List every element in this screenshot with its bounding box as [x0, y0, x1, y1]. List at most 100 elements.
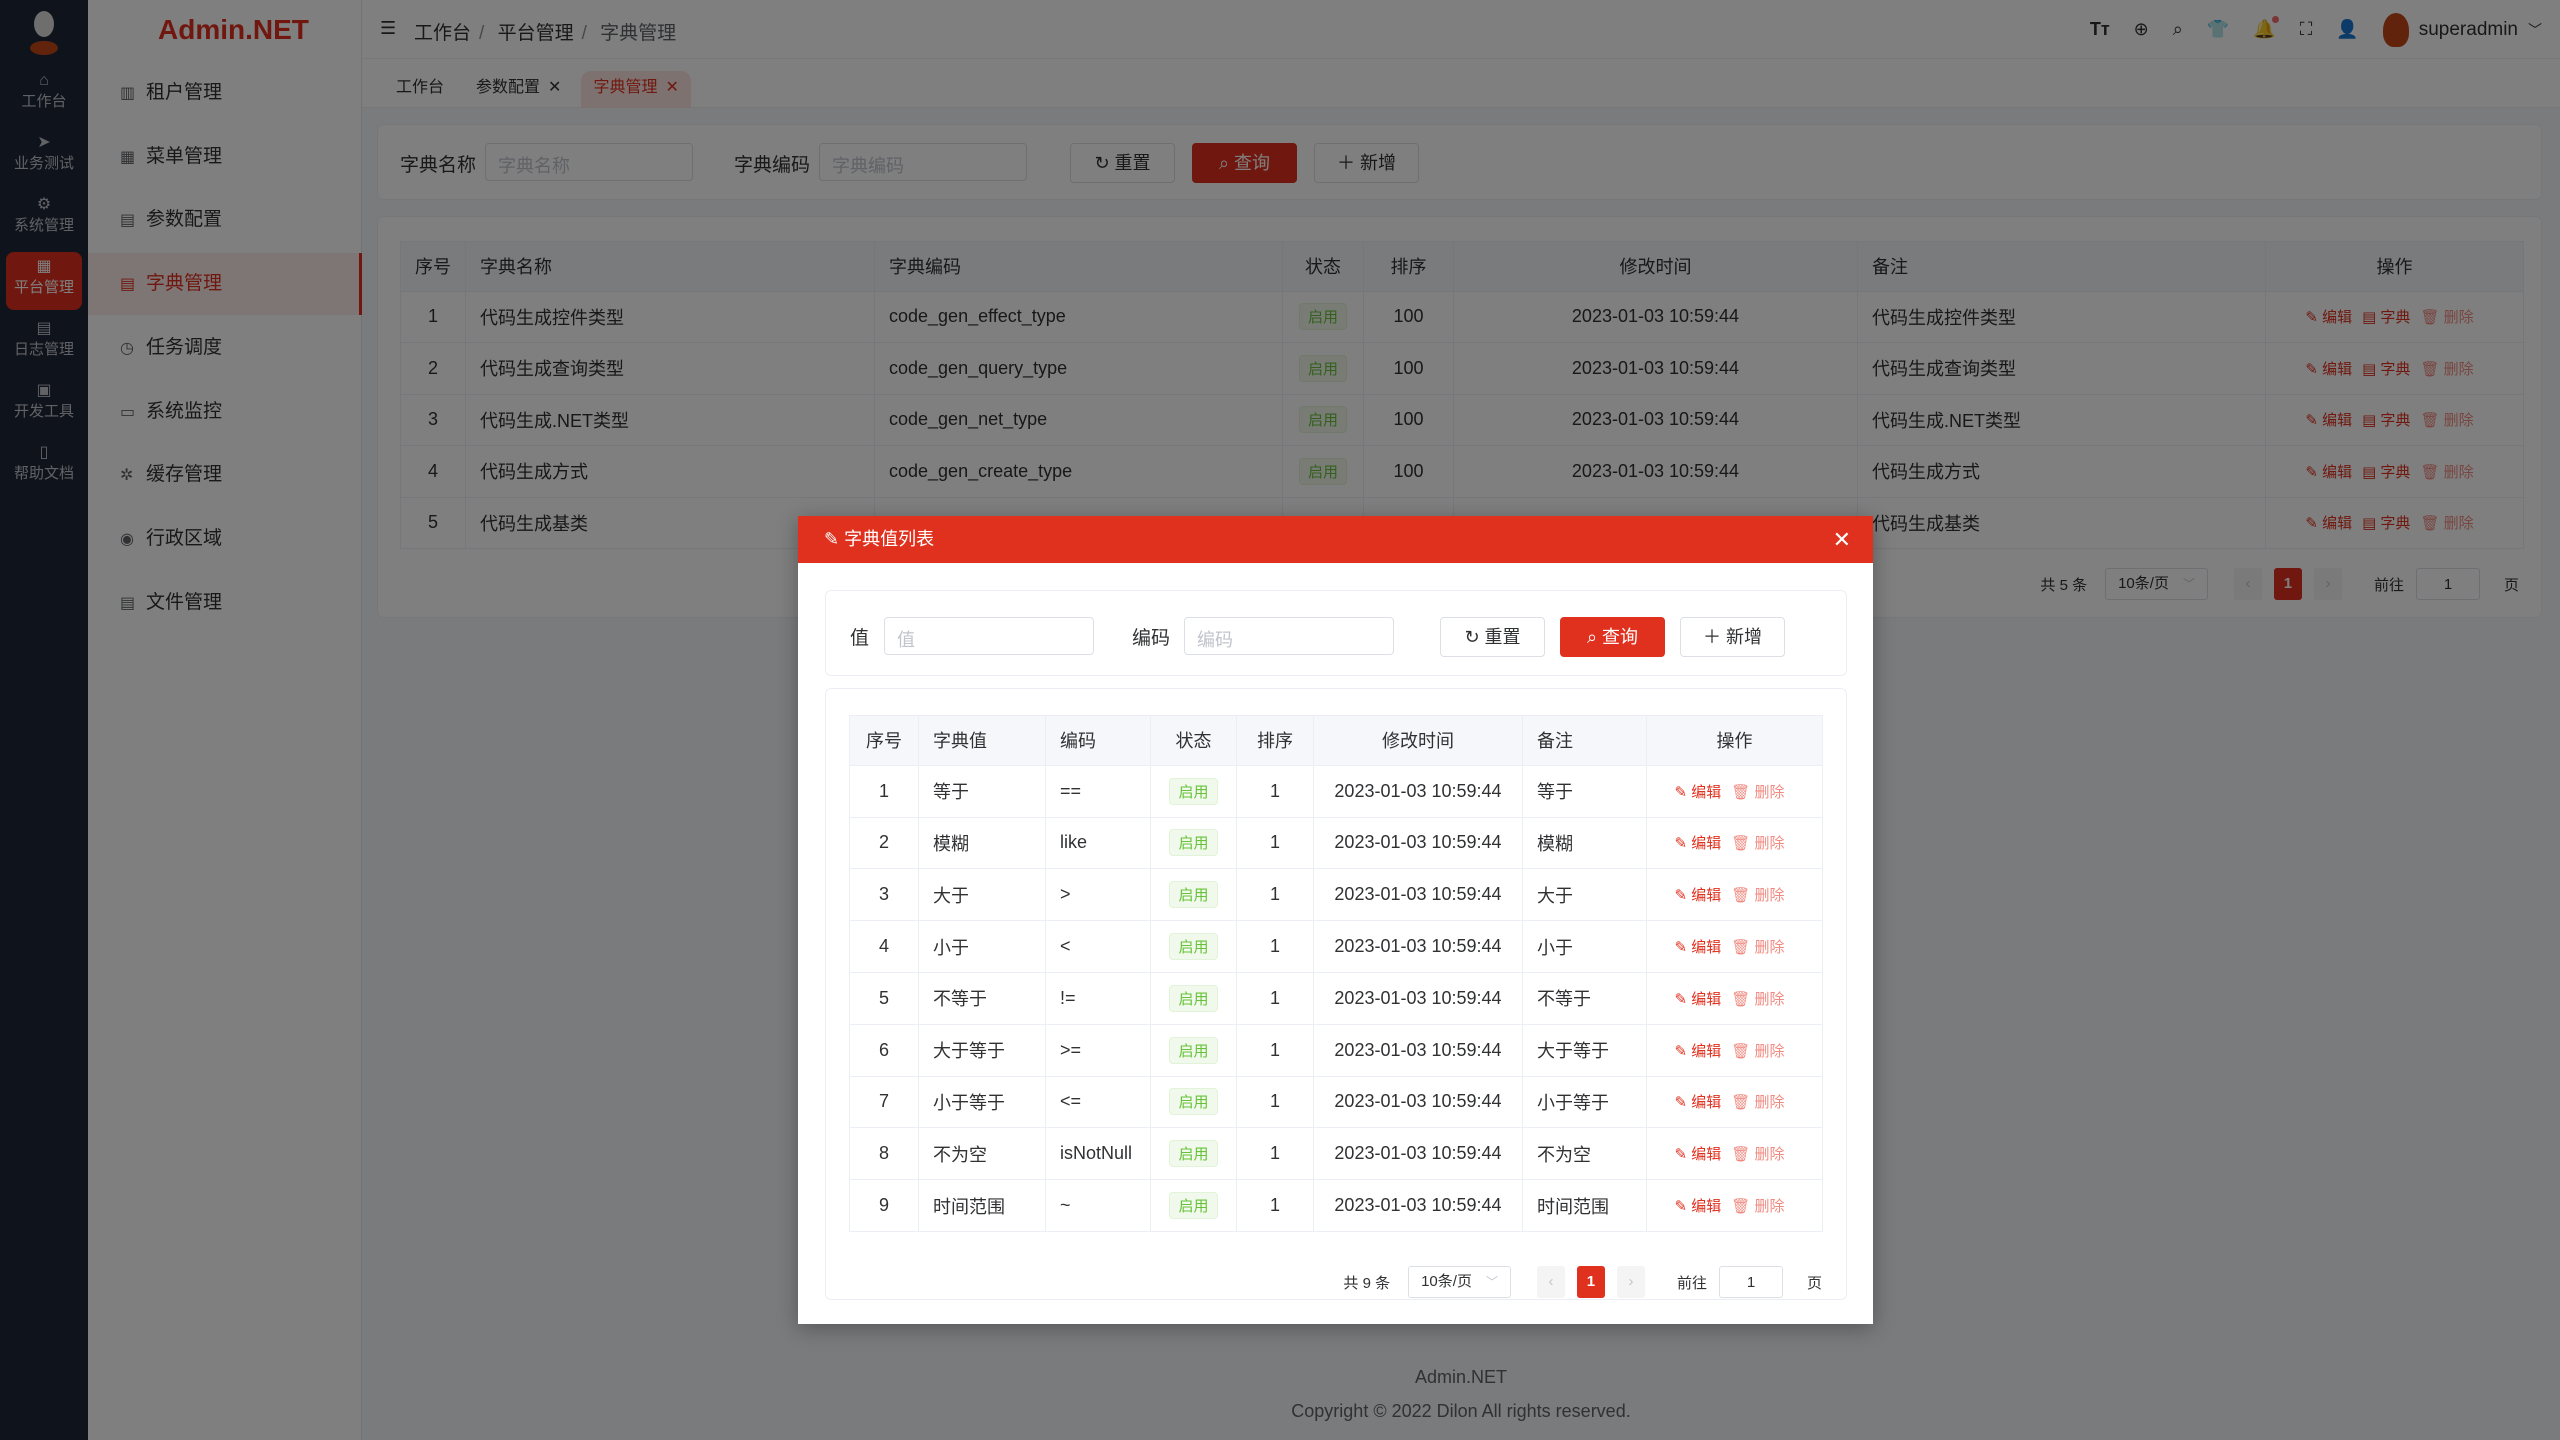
cell-text: 1: [1269, 987, 1280, 1008]
cell: 小于: [1522, 920, 1647, 973]
actions-cell: ✎ 编辑 🗑 删除: [1646, 1024, 1823, 1077]
trash-icon: 🗑: [1731, 835, 1755, 853]
cell: 9: [849, 1179, 919, 1232]
table-row: 4 小于 < 启用 1 2023-01-03 10:59:44 小于 ✎ 编辑 🗑 删除: [849, 920, 1823, 973]
column-header[interactable]: 修改时间: [1313, 715, 1523, 766]
cell: 启用: [1150, 972, 1237, 1025]
column-header[interactable]: 状态: [1150, 715, 1237, 766]
cell-text: 1: [1269, 936, 1280, 957]
cell: 1: [1236, 1179, 1314, 1232]
cell: 大于: [1522, 868, 1647, 922]
status-badge: 启用: [1169, 829, 1218, 857]
edit-action[interactable]: ✎ 编辑: [1675, 887, 1722, 904]
dialog-query-button[interactable]: ⌕ 查询: [1560, 617, 1665, 657]
column-header[interactable]: 序号: [849, 715, 919, 766]
next-page-button[interactable]: ›: [1616, 1266, 1645, 1298]
actions-cell: ✎ 编辑 🗑 删除: [1646, 1179, 1823, 1232]
cell: <=: [1045, 1076, 1151, 1129]
page-number[interactable]: 1: [1576, 1266, 1605, 1298]
cell-text: 7: [878, 1091, 889, 1112]
goto-page-input[interactable]: 1: [1718, 1266, 1783, 1298]
cell-text: 小于等于: [1537, 1092, 1609, 1113]
column-header[interactable]: 操作: [1646, 715, 1823, 766]
column-header[interactable]: 排序: [1236, 715, 1314, 766]
cell-text: 1: [878, 780, 889, 801]
dialog-pagination: 共 9 条 10条/页 ﹀ ‹ 1 › 前往 1 页: [1343, 1266, 1822, 1298]
delete-action[interactable]: 🗑 删除: [1731, 1146, 1784, 1163]
cell-text: 2023-01-03 10:59:44: [1334, 987, 1502, 1008]
actions-cell: ✎ 编辑 🗑 删除: [1646, 972, 1823, 1025]
table-row: 6 大于等于 >= 启用 1 2023-01-03 10:59:44 大于等于 ✎ 编辑 🗑 删…: [849, 1024, 1823, 1077]
edit-action[interactable]: ✎ 编辑: [1675, 939, 1722, 956]
cell: 启用: [1150, 1024, 1237, 1077]
cell-text: 2023-01-03 10:59:44: [1334, 1195, 1502, 1216]
column-header[interactable]: 字典值: [918, 715, 1046, 766]
page-size-select[interactable]: 10条/页 ﹀: [1408, 1266, 1511, 1298]
total-count: 共 9 条: [1343, 1274, 1391, 1292]
edit-action[interactable]: ✎ 编辑: [1675, 1094, 1722, 1111]
cell: 4: [849, 920, 919, 973]
edit-action[interactable]: ✎ 编辑: [1675, 784, 1722, 801]
dialog-search-card: 值 值 编码 编码 ↻ 重置 ⌕ 查询 ＋ 新增: [825, 590, 1847, 676]
dialog-title: 字典值列表: [844, 529, 935, 549]
dict-value-table: 序号 字典值 编码 状态 排序 修改时间 备注 操作 1 等于 == 启用 1 2023-01-03 10…: [849, 715, 1823, 1232]
cell-text: 2023-01-03 10:59:44: [1334, 884, 1502, 905]
cell-text: 不为空: [1537, 1144, 1591, 1165]
code-input[interactable]: 编码: [1184, 617, 1394, 655]
edit-icon: ✎: [1674, 1198, 1692, 1216]
delete-action[interactable]: 🗑 删除: [1731, 887, 1784, 904]
column-header[interactable]: 编码: [1045, 715, 1151, 766]
cell: 2023-01-03 10:59:44: [1313, 1179, 1523, 1232]
cell: 启用: [1150, 1127, 1237, 1181]
delete-action[interactable]: 🗑 删除: [1731, 991, 1784, 1008]
cell: 不为空: [918, 1127, 1046, 1181]
add-label: 新增: [1726, 627, 1762, 647]
cell: 1: [1236, 1024, 1314, 1077]
cell-text: 小于: [1537, 937, 1573, 958]
trash-icon: 🗑: [1731, 887, 1755, 905]
table-header-row: 序号 字典值 编码 状态 排序 修改时间 备注 操作: [849, 715, 1823, 766]
trash-icon: 🗑: [1731, 783, 1755, 801]
cell-text: !=: [1060, 987, 1076, 1008]
cell: 1: [1236, 920, 1314, 973]
delete-label: 删除: [1754, 1042, 1785, 1060]
cell: 模糊: [1522, 817, 1647, 870]
delete-action[interactable]: 🗑 删除: [1731, 835, 1784, 852]
dialog-reset-button[interactable]: ↻ 重置: [1440, 617, 1545, 657]
delete-action[interactable]: 🗑 删除: [1731, 1043, 1784, 1060]
cell: 1: [1236, 1076, 1314, 1129]
edit-icon: ✎: [1674, 1146, 1692, 1164]
cell-text: 2023-01-03 10:59:44: [1334, 1091, 1502, 1112]
cell-text: >: [1060, 884, 1071, 905]
edit-action[interactable]: ✎ 编辑: [1675, 1198, 1722, 1215]
delete-action[interactable]: 🗑 删除: [1731, 939, 1784, 956]
edit-action[interactable]: ✎ 编辑: [1675, 991, 1722, 1008]
cell-text: ==: [1060, 780, 1082, 801]
edit-label: 编辑: [1691, 1198, 1722, 1216]
value-input[interactable]: 值: [884, 617, 1094, 655]
column-header[interactable]: 备注: [1522, 715, 1647, 766]
trash-icon: 🗑: [1731, 1094, 1755, 1112]
delete-action[interactable]: 🗑 删除: [1731, 1198, 1784, 1215]
prev-page-button[interactable]: ‹: [1536, 1266, 1565, 1298]
actions-cell: ✎ 编辑 🗑 删除: [1646, 1127, 1823, 1181]
cell: 2023-01-03 10:59:44: [1313, 1024, 1523, 1077]
cell-text: 小于等于: [933, 1092, 1005, 1113]
cell-text: 2023-01-03 10:59:44: [1334, 832, 1502, 853]
cell: 小于等于: [918, 1076, 1046, 1129]
cell: >=: [1045, 1024, 1151, 1077]
table-row: 2 模糊 like 启用 1 2023-01-03 10:59:44 模糊 ✎ 编辑 🗑 删除: [849, 817, 1823, 870]
cell: 2023-01-03 10:59:44: [1313, 1076, 1523, 1129]
close-icon[interactable]: ✕: [1832, 527, 1851, 552]
plus-icon: ＋: [1702, 627, 1726, 647]
edit-label: 编辑: [1691, 1042, 1722, 1060]
edit-action[interactable]: ✎ 编辑: [1675, 1043, 1722, 1060]
edit-action[interactable]: ✎ 编辑: [1675, 835, 1722, 852]
delete-action[interactable]: 🗑 删除: [1731, 784, 1784, 801]
delete-action[interactable]: 🗑 删除: [1731, 1094, 1784, 1111]
edit-action[interactable]: ✎ 编辑: [1675, 1146, 1722, 1163]
dialog-add-button[interactable]: ＋ 新增: [1680, 617, 1785, 657]
cell-text: 模糊: [933, 833, 969, 854]
cell: <: [1045, 920, 1151, 973]
cell: 启用: [1150, 1076, 1237, 1129]
